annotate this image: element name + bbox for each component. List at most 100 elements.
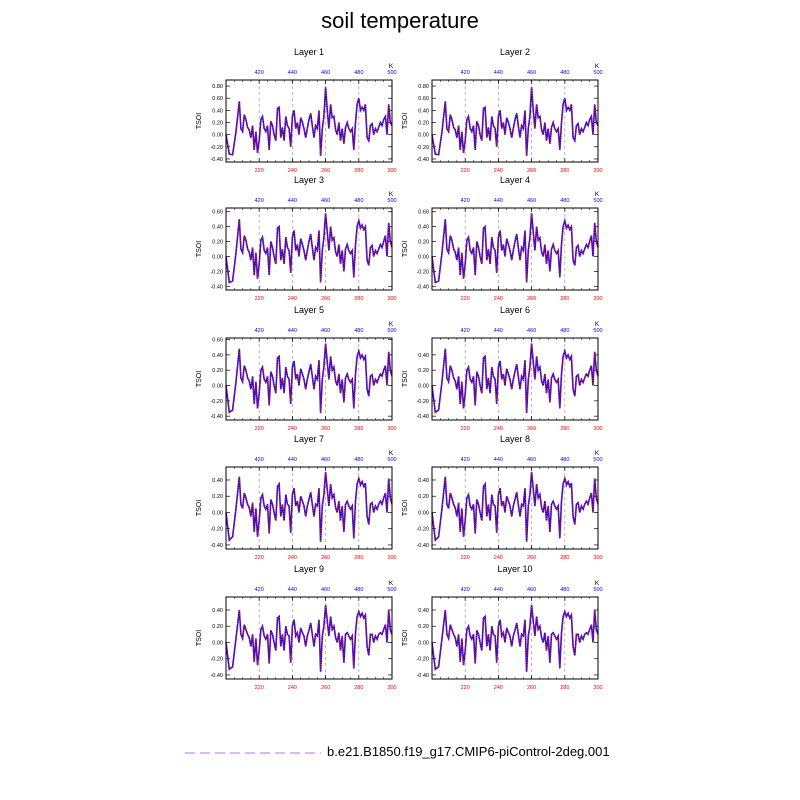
x-tick-label-top: 440	[494, 587, 503, 593]
plot-frame	[431, 337, 599, 421]
series-line-dots	[431, 213, 599, 284]
y-tick-label: 0.00	[418, 510, 429, 516]
series-line-dots	[225, 213, 393, 284]
series-line-dots	[225, 87, 393, 156]
y-tick-label: 0.80	[418, 84, 429, 90]
panel-title: Layer 3	[294, 175, 324, 185]
top-axis-unit: K	[389, 321, 394, 328]
panel-title: Layer 7	[294, 434, 324, 444]
x-tick-label-top: 420	[255, 70, 264, 76]
panel-title: Layer 9	[294, 564, 324, 574]
plot-frame	[431, 207, 599, 291]
x-tick-label-bottom: 220	[255, 555, 264, 561]
x-tick-label-bottom: 260	[321, 426, 330, 432]
top-axis-unit: K	[389, 580, 394, 587]
y-tick-label: -0.20	[416, 527, 429, 533]
x-tick-label-bottom: 220	[255, 296, 264, 302]
x-tick-label-bottom: 280	[354, 426, 363, 432]
x-tick-label-bottom: 280	[354, 555, 363, 561]
x-tick-label-top: 500	[387, 198, 396, 204]
top-axis-unit: K	[595, 191, 600, 198]
y-tick-label: 0.40	[212, 108, 223, 114]
x-tick-label-top: 500	[387, 457, 396, 463]
y-tick-label: 0.20	[418, 368, 429, 374]
y-axis-label: TSOI	[402, 371, 409, 387]
y-tick-label: 0.40	[212, 608, 223, 614]
x-tick-label-top: 480	[560, 328, 569, 334]
x-tick-label-bottom: 280	[354, 296, 363, 302]
x-tick-label-bottom: 240	[494, 296, 503, 302]
x-tick-label-bottom: 300	[593, 555, 602, 561]
x-tick-label-bottom: 260	[321, 685, 330, 691]
y-tick-label: -0.20	[416, 657, 429, 663]
panel-title: Layer 8	[500, 434, 530, 444]
y-tick-label: -0.40	[210, 673, 223, 679]
y-tick-label: -0.20	[210, 527, 223, 533]
x-tick-label-bottom: 300	[387, 426, 396, 432]
panel-layer-7: Layer 7 0.40 0.20 0.00 -0.20 -0.40 220 240 260 28…	[196, 434, 397, 561]
top-axis-unit: K	[595, 580, 600, 587]
y-axis-label: TSOI	[196, 630, 203, 646]
x-tick-label-top: 500	[387, 70, 396, 76]
y-tick-label: 0.60	[418, 96, 429, 102]
panel-layer-8: Layer 8 0.40 0.20 0.00 -0.20 -0.40 220 240 260 28…	[402, 434, 603, 561]
x-tick-label-bottom: 240	[288, 296, 297, 302]
x-tick-label-top: 440	[288, 70, 297, 76]
x-tick-label-bottom: 280	[560, 555, 569, 561]
x-tick-label-bottom: 280	[354, 168, 363, 174]
x-tick-label-top: 440	[288, 198, 297, 204]
panel-layer-9: Layer 9 0.40 0.20 0.00 -0.20 -0.40 220 240 260 28…	[196, 564, 397, 691]
y-tick-label: -0.40	[210, 543, 223, 549]
panel-layer-4: Layer 4 0.60 0.40 0.20 0.00 -0.20 -0.40 220 240 2…	[402, 175, 603, 302]
x-tick-label-top: 440	[494, 328, 503, 334]
x-tick-label-bottom: 280	[354, 685, 363, 691]
series-line-dots	[431, 471, 599, 542]
y-tick-label: 0.00	[212, 254, 223, 260]
y-tick-label: -0.20	[416, 269, 429, 275]
top-axis-unit: K	[389, 63, 394, 70]
plot-frame	[225, 207, 393, 291]
panel-title: Layer 10	[497, 564, 532, 574]
y-tick-label: -0.40	[416, 414, 429, 420]
x-tick-label-top: 500	[593, 587, 602, 593]
panel-title: Layer 4	[500, 175, 530, 185]
y-axis-label: TSOI	[402, 500, 409, 516]
y-tick-label: -0.40	[416, 673, 429, 679]
x-tick-label-top: 480	[354, 457, 363, 463]
x-tick-label-bottom: 300	[593, 685, 602, 691]
y-tick-label: 0.20	[418, 240, 429, 246]
panel-layer-10: Layer 10 0.40 0.20 0.00 -0.20 -0.40 220 240 260 2…	[402, 564, 603, 691]
y-tick-label: 0.00	[212, 510, 223, 516]
y-tick-label: 0.40	[212, 353, 223, 359]
x-tick-label-bottom: 260	[527, 555, 536, 561]
series-line-dots	[431, 605, 599, 672]
x-tick-label-bottom: 220	[461, 555, 470, 561]
x-tick-label-top: 420	[461, 198, 470, 204]
y-tick-label: 0.60	[418, 210, 429, 216]
x-tick-label-top: 460	[527, 198, 536, 204]
plot-frame	[225, 337, 393, 421]
x-tick-label-bottom: 300	[593, 168, 602, 174]
x-tick-label-bottom: 300	[593, 426, 602, 432]
panel-layer-3: Layer 3 0.60 0.40 0.20 0.00 -0.20 -0.40 220 240 2…	[196, 175, 397, 302]
x-tick-label-top: 480	[354, 198, 363, 204]
plot-frame	[431, 79, 599, 163]
panel-layer-6: Layer 6 0.40 0.20 0.00 -0.20 -0.40 220 240 260 28…	[402, 305, 603, 432]
y-tick-label: 0.40	[418, 225, 429, 231]
x-tick-label-top: 500	[593, 328, 602, 334]
y-tick-label: -0.20	[210, 399, 223, 405]
series-line	[225, 343, 393, 414]
x-tick-label-bottom: 260	[527, 168, 536, 174]
x-tick-label-top: 420	[461, 457, 470, 463]
y-tick-label: 0.40	[212, 478, 223, 484]
x-tick-label-top: 480	[560, 70, 569, 76]
legend-line-swatch	[185, 752, 321, 754]
panel-title: Layer 5	[294, 305, 324, 315]
y-tick-label: 0.00	[212, 133, 223, 139]
y-tick-label: 0.60	[212, 96, 223, 102]
x-tick-label-top: 440	[494, 457, 503, 463]
x-tick-label-bottom: 260	[527, 426, 536, 432]
top-axis-unit: K	[595, 450, 600, 457]
x-tick-label-bottom: 300	[387, 685, 396, 691]
x-tick-label-top: 420	[461, 587, 470, 593]
